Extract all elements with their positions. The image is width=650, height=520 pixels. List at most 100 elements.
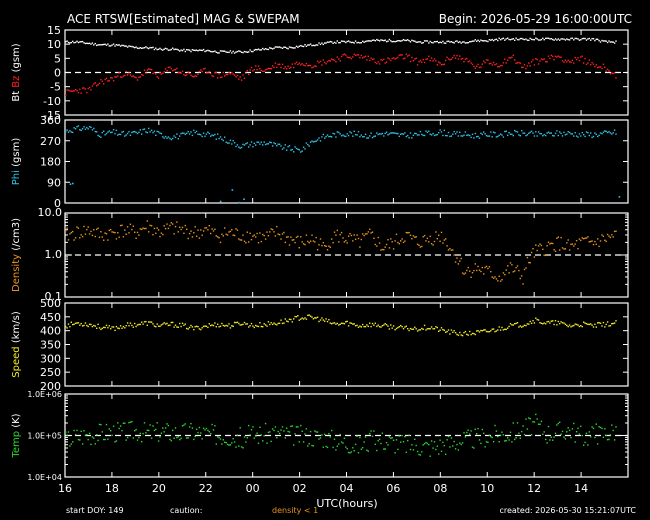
bz-point [449,59,451,61]
bz-point [163,71,165,73]
temp-point [568,429,571,432]
bt-point [283,46,285,48]
bz-point [575,58,578,61]
temp-point [591,426,593,428]
density-point [371,231,374,233]
speed-point [539,322,541,324]
phi-point [563,131,565,134]
phi-point [606,131,609,134]
phi-point [522,132,524,134]
temp-point [519,437,521,439]
bz-point [204,67,206,70]
speed-point [373,324,375,326]
phi-point [298,149,300,151]
x-tick-label: 00 [246,482,260,495]
phi-point [366,137,368,139]
phi-point [270,141,272,144]
density-point [476,269,478,272]
density-point [392,248,395,250]
bt-point [124,45,126,47]
mag-ytick-label: -15 [43,109,61,122]
phi-point [112,129,115,131]
speed-point [267,321,270,323]
speed-point [397,326,399,329]
bz-point [332,59,334,61]
bz-point [483,60,485,62]
bt-point [277,46,279,48]
bt-point [338,42,340,44]
density-point [260,240,262,243]
bt-point [470,40,472,43]
speed-point [516,322,519,324]
phi-point [121,131,123,133]
bz-point [295,61,298,63]
temp-point [423,443,426,445]
phi-point [160,132,163,135]
bt-point [425,40,427,42]
temp-point [584,441,586,444]
bt-point [225,51,227,53]
temp-point [487,441,489,443]
density-point [442,242,444,244]
speed-point [152,323,154,325]
bz-point [533,64,536,66]
phi-point [587,132,589,134]
speed-point [440,327,443,329]
speed-point [184,323,186,325]
temp-point [191,427,194,429]
temp-point [134,430,136,432]
temp-point [545,438,547,441]
bt-point [457,41,460,44]
temp-point [502,434,505,436]
speed-point [401,326,403,328]
bz-point [591,62,593,64]
bz-point [408,54,410,56]
phi-point [288,145,291,147]
phi-point [110,131,112,134]
speed-point [153,325,156,327]
bz-point [532,59,534,61]
temp-point [371,435,374,437]
temp-point [536,418,538,420]
bz-point [139,76,141,78]
phi-point [318,137,320,139]
bz-point [523,63,526,66]
density-point [163,225,165,227]
bt-point [118,44,120,46]
bt-point [477,39,479,41]
speed-point [422,328,424,330]
speed-point [114,329,116,332]
speed-point [499,329,502,331]
density-point [561,247,564,249]
bt-point [373,39,375,41]
temp-point [350,451,353,453]
bz-point [81,87,84,89]
bt-point [530,38,533,41]
density-point [557,236,559,238]
bz-point [560,56,562,59]
temp-point [295,426,298,428]
temp-point [300,424,302,427]
phi-point [549,132,551,134]
bz-point [136,79,139,81]
phi-point [357,131,360,133]
temp-point [543,431,545,433]
temp-point [132,437,134,439]
speed-point [407,328,409,330]
density-point [384,246,386,248]
bz-point [488,63,491,65]
phi-point [391,132,393,134]
bz-point [309,64,312,67]
bz-point [581,55,583,57]
speed-point [183,324,185,326]
density-point [198,237,201,239]
temp-point [481,428,483,431]
bt-point [395,40,398,42]
density-point [352,240,354,242]
bt-point [105,44,108,46]
phi-point [561,135,564,137]
phi-point [377,133,379,136]
bt-point [564,39,567,41]
temp-point [90,443,92,446]
